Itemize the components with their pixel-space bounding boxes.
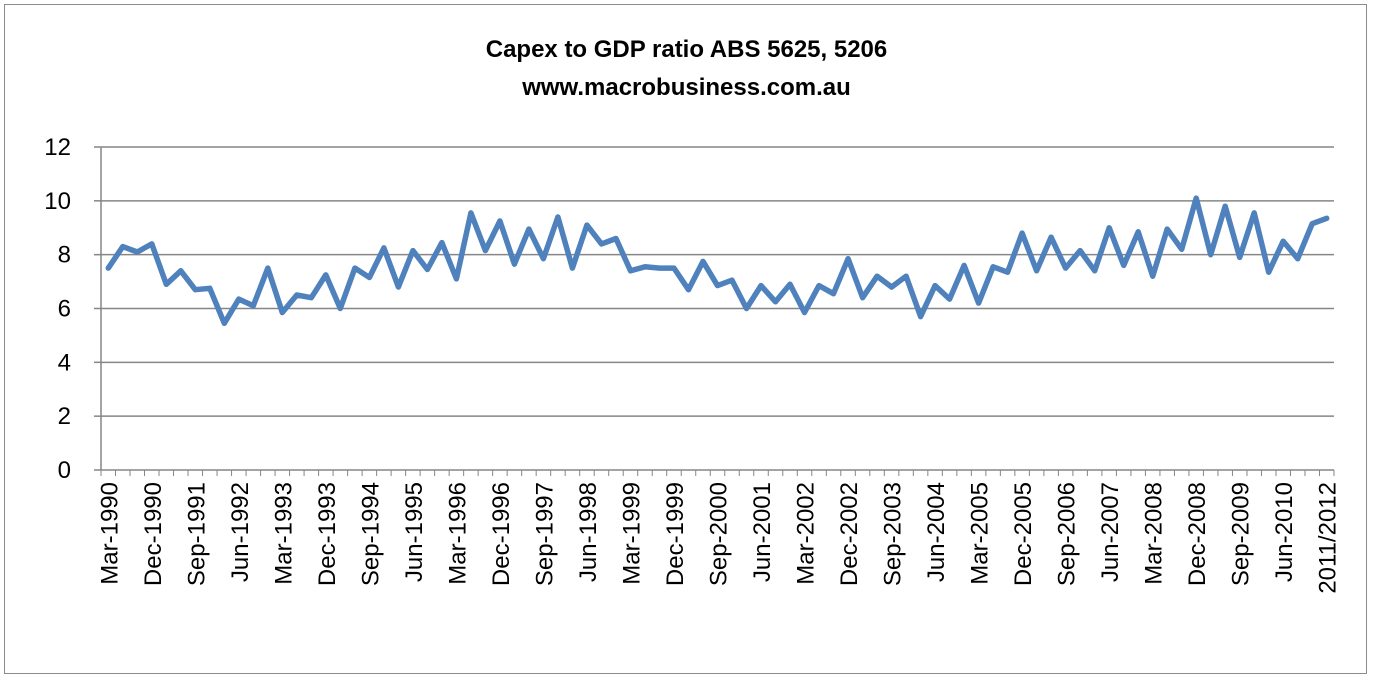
- x-tick-label: Jun-2004: [923, 482, 950, 582]
- x-tick-label: Jun-1995: [401, 482, 428, 582]
- x-tick-label: Mar-1990: [96, 482, 123, 585]
- chart-title: Capex to GDP ratio ABS 5625, 5206: [485, 36, 888, 63]
- x-tick-label: Mar-1996: [444, 482, 471, 585]
- x-tick-label: Mar-2002: [793, 482, 820, 585]
- x-tick-label: Sep-1991: [183, 482, 210, 586]
- x-tick-label: Dec-2002: [836, 482, 863, 586]
- series-line: [105, 195, 1330, 327]
- y-axis: 0 2 4 6 8 10 12: [44, 134, 101, 484]
- chart-subtitle: www.macrobusiness.com.au: [522, 74, 851, 101]
- x-tick-label: Sep-2003: [880, 482, 907, 586]
- x-tick-label: Dec-2008: [1184, 482, 1211, 586]
- y-tick-label: 8: [58, 242, 71, 269]
- x-tick-label: Mar-1993: [270, 482, 297, 585]
- x-tick-label: Dec-1996: [488, 482, 515, 586]
- x-tick-label: Dec-1990: [140, 482, 167, 586]
- x-tick-label: Jun-2010: [1271, 482, 1298, 582]
- x-tick-label: Mar-1999: [618, 482, 645, 585]
- x-tick-label: Mar-2005: [967, 482, 994, 585]
- x-tick-label: 2011/2012: [1315, 482, 1342, 594]
- y-tick-label: 4: [58, 349, 71, 376]
- x-tick-label: Dec-2005: [1010, 482, 1037, 586]
- x-tick-label: Jun-2007: [1097, 482, 1124, 582]
- x-tick-label: Jun-2001: [749, 482, 776, 582]
- series-group: [105, 195, 1330, 327]
- x-tick-label: Jun-1992: [227, 482, 254, 582]
- x-tick-label: Sep-2009: [1228, 482, 1255, 586]
- y-tick-label: 6: [58, 296, 71, 323]
- y-tick-label: 2: [58, 403, 71, 430]
- x-tick-label: Sep-2000: [706, 482, 733, 586]
- x-tick-label: Dec-1999: [662, 482, 689, 586]
- x-tick-label: Mar-2008: [1141, 482, 1168, 585]
- x-axis: Mar-1990 Dec-1990 Sep-1991 Jun-1992 Mar-1993…: [96, 470, 1342, 594]
- y-tick-label: 0: [58, 457, 71, 484]
- chart-frame: [4, 4, 1367, 674]
- y-tick-label: 10: [44, 188, 71, 215]
- y-tick-label: 12: [44, 134, 71, 161]
- x-tick-label: Sep-2006: [1054, 482, 1081, 586]
- x-tick-label: Sep-1994: [357, 482, 384, 586]
- x-tick-label: Dec-1993: [314, 482, 341, 586]
- x-tick-label: Sep-1997: [531, 482, 558, 586]
- x-tick-label: Jun-1998: [575, 482, 602, 582]
